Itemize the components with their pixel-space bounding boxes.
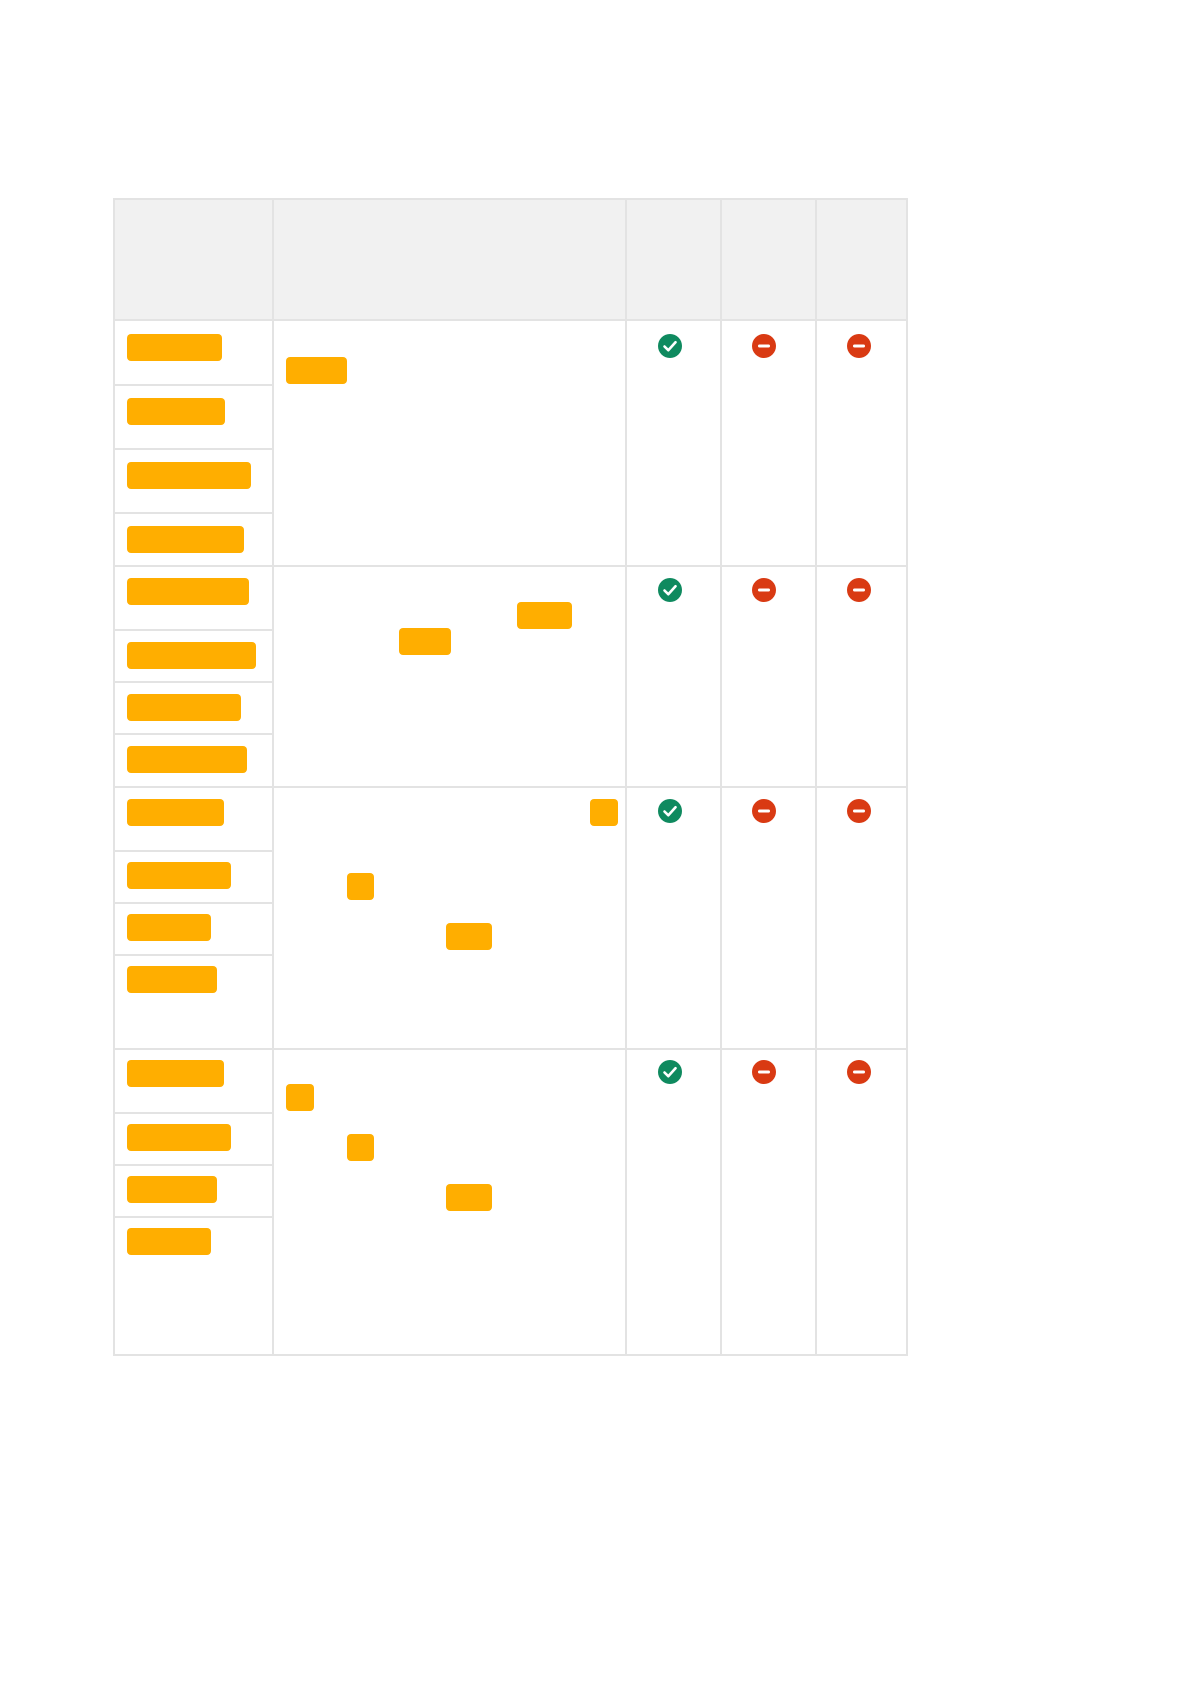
redacted-label [127, 578, 249, 605]
minus-circle-icon [847, 1060, 871, 1084]
redacted-label [127, 1060, 224, 1087]
redacted-label [127, 642, 256, 669]
redacted-label [127, 462, 251, 489]
minus-circle-icon [847, 799, 871, 823]
redacted-label [127, 799, 224, 826]
redacted-label [127, 398, 225, 425]
redacted-label [127, 1228, 211, 1255]
redacted-label [127, 966, 217, 993]
subrow-divider [113, 850, 272, 852]
redacted-text [286, 1084, 314, 1111]
redacted-label [127, 1124, 231, 1151]
row-divider [113, 565, 908, 567]
redacted-text [347, 873, 374, 900]
redacted-label [127, 1176, 217, 1203]
redacted-label [127, 334, 222, 361]
redacted-text [286, 357, 347, 384]
subrow-divider [113, 629, 272, 631]
redacted-label [127, 746, 247, 773]
check-circle-icon [658, 334, 682, 358]
minus-circle-icon [752, 799, 776, 823]
row-divider [113, 786, 908, 788]
redacted-label [127, 914, 211, 941]
column-divider [815, 198, 817, 1356]
check-circle-icon [658, 1060, 682, 1084]
subrow-divider [113, 954, 272, 956]
check-circle-icon [658, 578, 682, 602]
minus-circle-icon [847, 578, 871, 602]
minus-circle-icon [752, 578, 776, 602]
redacted-label [127, 862, 231, 889]
subrow-divider [113, 1216, 272, 1218]
subrow-divider [113, 681, 272, 683]
redacted-text [446, 1184, 492, 1211]
column-divider [272, 198, 274, 1356]
subrow-divider [113, 1112, 272, 1114]
redacted-label [127, 526, 244, 553]
redacted-text [347, 1134, 374, 1161]
table-header [113, 198, 908, 320]
row-divider [113, 1048, 908, 1050]
subrow-divider [113, 902, 272, 904]
subrow-divider [113, 512, 272, 514]
minus-circle-icon [752, 334, 776, 358]
subrow-divider [113, 1164, 272, 1166]
redacted-text [399, 628, 451, 655]
redacted-text [517, 602, 572, 629]
redacted-label [127, 694, 241, 721]
comparison-table [113, 198, 908, 1356]
row-divider [113, 319, 908, 321]
subrow-divider [113, 384, 272, 386]
minus-circle-icon [752, 1060, 776, 1084]
redacted-text [446, 923, 492, 950]
column-divider [625, 198, 627, 1356]
check-circle-icon [658, 799, 682, 823]
redacted-text [590, 799, 618, 826]
subrow-divider [113, 448, 272, 450]
column-divider [720, 198, 722, 1356]
subrow-divider [113, 733, 272, 735]
minus-circle-icon [847, 334, 871, 358]
